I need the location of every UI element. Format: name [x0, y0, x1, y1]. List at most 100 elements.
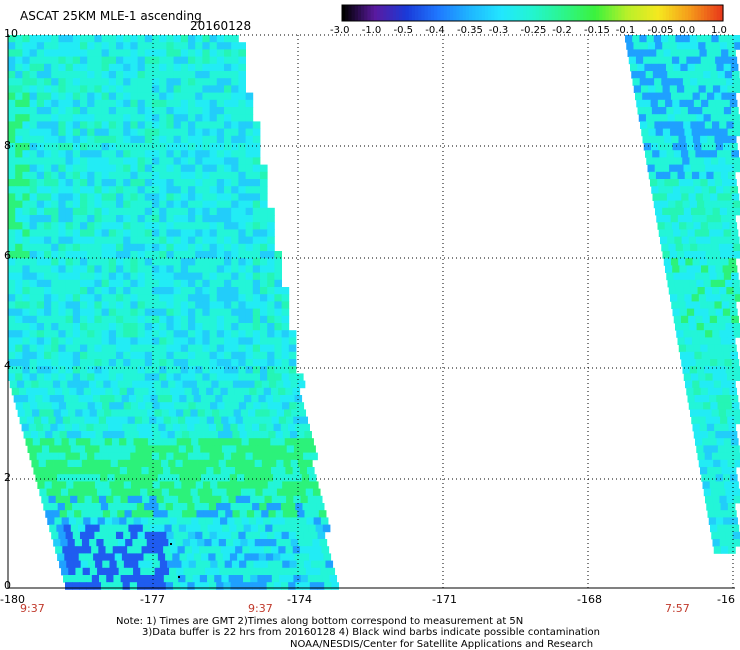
wind-map	[0, 0, 740, 650]
swath-pixel	[151, 503, 159, 511]
swath-pixel	[295, 553, 303, 561]
swath-pixel	[30, 78, 38, 86]
swath-pixel	[238, 121, 246, 129]
swath-pixel	[245, 424, 253, 432]
swath-pixel	[713, 373, 721, 381]
swath-pixel	[256, 517, 264, 525]
swath-pixel	[267, 208, 275, 216]
swath-pixel	[174, 208, 182, 216]
swath-pixel	[664, 136, 672, 144]
swath-pixel	[231, 222, 239, 230]
swath-pixel	[123, 453, 131, 461]
swath-pixel	[8, 201, 16, 209]
swath-pixel	[734, 453, 740, 461]
swath-pixel	[283, 381, 291, 389]
swath-pixel	[181, 265, 189, 273]
swath-pixel	[167, 481, 175, 489]
swath-pixel	[642, 93, 650, 101]
swath-pixel	[45, 481, 53, 489]
swath-pixel	[181, 359, 189, 367]
swath-pixel	[638, 71, 646, 79]
swath-pixel	[674, 71, 682, 79]
swath-pixel	[735, 251, 740, 259]
swath-pixel	[224, 93, 232, 101]
swath-pixel	[202, 222, 210, 230]
swath-pixel	[681, 150, 689, 158]
swath-pixel	[231, 179, 239, 187]
swath-pixel	[15, 201, 23, 209]
swath-pixel	[109, 345, 117, 353]
swath-pixel	[116, 222, 124, 230]
swath-pixel	[22, 359, 30, 367]
swath-pixel	[274, 265, 282, 273]
swath-pixel	[30, 208, 38, 216]
swath-pixel	[66, 64, 74, 72]
swath-pixel	[665, 265, 673, 273]
swath-pixel	[152, 251, 160, 259]
swath-pixel	[51, 121, 59, 129]
swath-pixel	[116, 85, 124, 93]
swath-pixel	[58, 280, 66, 288]
swath-pixel	[188, 359, 196, 367]
swath-pixel	[202, 273, 210, 281]
swath-pixel	[8, 309, 16, 317]
swath-pixel	[726, 366, 734, 374]
swath-pixel	[676, 287, 684, 295]
swath-pixel	[682, 114, 690, 122]
swath-pixel	[270, 489, 278, 497]
swath-pixel	[713, 539, 721, 547]
swath-pixel	[706, 503, 714, 511]
swath-pixel	[44, 136, 52, 144]
swath-pixel	[648, 42, 656, 50]
swath-pixel	[253, 193, 261, 201]
swath-pixel	[297, 431, 305, 439]
swath-pixel	[696, 71, 704, 79]
swath-pixel	[118, 539, 126, 547]
swath-pixel	[102, 71, 110, 79]
swath-pixel	[219, 409, 227, 417]
swath-pixel	[230, 503, 238, 511]
swath-pixel	[700, 49, 708, 57]
swath-pixel	[255, 568, 263, 576]
swath-pixel	[318, 561, 326, 569]
swath-pixel	[296, 532, 304, 540]
swath-pixel	[58, 359, 66, 367]
swath-pixel	[678, 301, 686, 309]
swath-pixel	[260, 294, 268, 302]
swath-pixel	[79, 424, 87, 432]
swath-pixel	[150, 525, 158, 533]
swath-pixel	[130, 186, 138, 194]
swath-pixel	[50, 424, 58, 432]
swath-pixel	[212, 409, 220, 417]
swath-pixel	[699, 381, 707, 389]
swath-pixel	[282, 359, 290, 367]
swath-pixel	[58, 107, 66, 115]
swath-pixel	[145, 402, 153, 410]
swath-pixel	[723, 143, 731, 151]
swath-pixel	[202, 165, 210, 173]
swath-pixel	[273, 395, 281, 403]
colorbar-tick-label: -0.05	[648, 26, 674, 36]
swath-pixel	[51, 316, 59, 324]
swath-pixel	[722, 222, 730, 230]
swath-pixel	[174, 366, 182, 374]
swath-pixel	[174, 136, 182, 144]
swath-pixel	[94, 287, 102, 295]
swath-pixel	[268, 431, 276, 439]
swath-pixel	[177, 517, 185, 525]
swath-pixel	[202, 229, 210, 237]
swath-pixel	[267, 251, 275, 259]
swath-pixel	[98, 388, 106, 396]
swath-pixel	[258, 395, 266, 403]
swath-pixel	[660, 71, 668, 79]
swath-pixel	[116, 208, 124, 216]
swath-pixel	[229, 525, 237, 533]
swath-pixel	[301, 496, 309, 504]
swath-pixel	[22, 352, 30, 360]
swath-pixel	[51, 42, 59, 50]
swath-pixel	[15, 143, 23, 151]
swath-pixel	[217, 229, 225, 237]
swath-pixel	[260, 222, 268, 230]
swath-pixel	[188, 114, 196, 122]
swath-pixel	[80, 136, 88, 144]
